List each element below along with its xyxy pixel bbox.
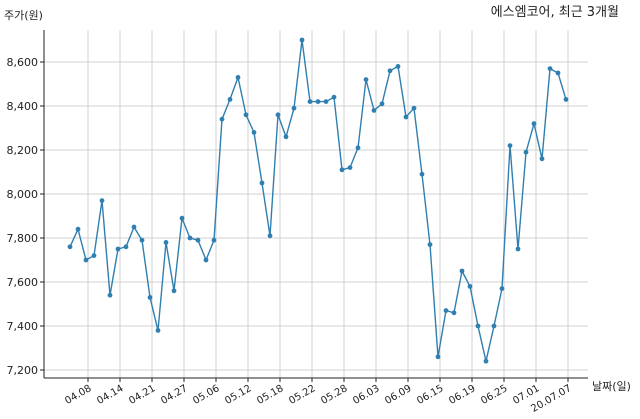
x-tick-label: 05.18 [255,383,285,407]
y-axis-label: 주가(원) [4,9,43,22]
data-point [491,323,497,329]
data-point [355,145,361,151]
data-point [379,101,385,107]
data-point [323,99,329,104]
y-tick-label: 8,400 [7,100,39,113]
data-point [267,233,273,239]
x-tick-labels: 04.08 04.14 04.21 04.27 05.06 05.12 05.18 05.22… [63,383,573,415]
y-tick-label: 8,600 [7,56,39,69]
data-point [475,323,481,329]
data-point [515,246,521,252]
x-tick-label: 04.27 [159,383,189,407]
data-point [563,97,569,102]
data-point [115,246,121,252]
data-point [307,99,313,104]
x-tick-label: 04.14 [95,383,125,407]
data-point [555,70,561,76]
data-point [211,237,217,243]
data-point [395,64,401,69]
data-point [179,215,185,221]
x-tick-label: 05.06 [191,383,221,407]
y-tick-label: 7,400 [7,320,39,333]
data-point [507,143,513,149]
data-point [459,268,465,274]
data-point [411,105,417,111]
data-point [467,284,473,289]
y-tick-label: 7,200 [7,364,39,377]
data-point [251,130,257,135]
data-point [83,257,89,263]
x-tick-label: 05.22 [287,383,317,407]
data-point [123,244,129,250]
data-point [419,171,425,177]
x-tick-label: 04.08 [63,383,93,407]
x-tick-label: 06.15 [415,383,445,407]
data-point [171,288,177,294]
x-tick-label: 04.21 [127,383,157,407]
x-tick-label: 06.25 [479,383,509,407]
data-point [107,292,113,298]
data-point [243,112,249,118]
data-point [291,105,297,111]
data-point [539,156,545,162]
data-point [219,116,225,122]
x-tick-label: 05.28 [319,383,349,407]
data-point [67,244,73,250]
data-point [363,77,369,82]
x-tick-label: 06.03 [351,383,381,407]
data-point [275,112,281,118]
x-tick-label: 06.19 [447,383,477,407]
price-points [67,37,569,364]
data-point [299,37,305,43]
price-series-line [69,39,567,362]
data-point [131,224,137,230]
x-tick-label: 05.12 [223,383,253,407]
data-point [443,308,449,313]
x-tick-label: 06.09 [383,383,413,407]
data-point [451,310,457,316]
data-point [315,99,321,104]
data-point [227,97,233,102]
data-point [283,134,289,140]
data-point [139,237,145,243]
y-tick-labels: 7,200 7,400 7,600 7,800 8,000 8,200 8,400 8,600 [7,56,39,377]
data-point [339,167,345,173]
x-axis-label: 날짜(일) [592,379,631,393]
data-point [499,286,505,291]
data-point [435,354,441,360]
data-point [259,180,265,186]
y-tick-label: 7,800 [7,232,39,245]
y-gridlines [40,61,588,371]
data-point [531,121,537,126]
data-point [403,114,409,120]
data-point [99,198,105,204]
data-point [483,358,489,364]
data-point [147,295,153,300]
data-point [547,66,553,71]
data-point [371,108,377,113]
data-point [187,235,193,241]
data-point [155,328,161,333]
data-point [347,165,353,171]
data-point [427,242,433,248]
data-point [91,253,97,258]
data-point [195,237,201,243]
data-point [163,240,169,245]
data-point [235,75,241,80]
chart-title: 에스엠코어, 최근 3개월 [491,5,619,20]
y-tick-label: 8,000 [7,188,39,201]
data-point [331,94,337,100]
data-point [75,226,81,232]
data-point [203,257,209,263]
data-point [387,68,393,74]
y-tick-label: 8,200 [7,144,39,157]
y-tick-label: 7,600 [7,276,39,289]
data-point [523,149,529,155]
